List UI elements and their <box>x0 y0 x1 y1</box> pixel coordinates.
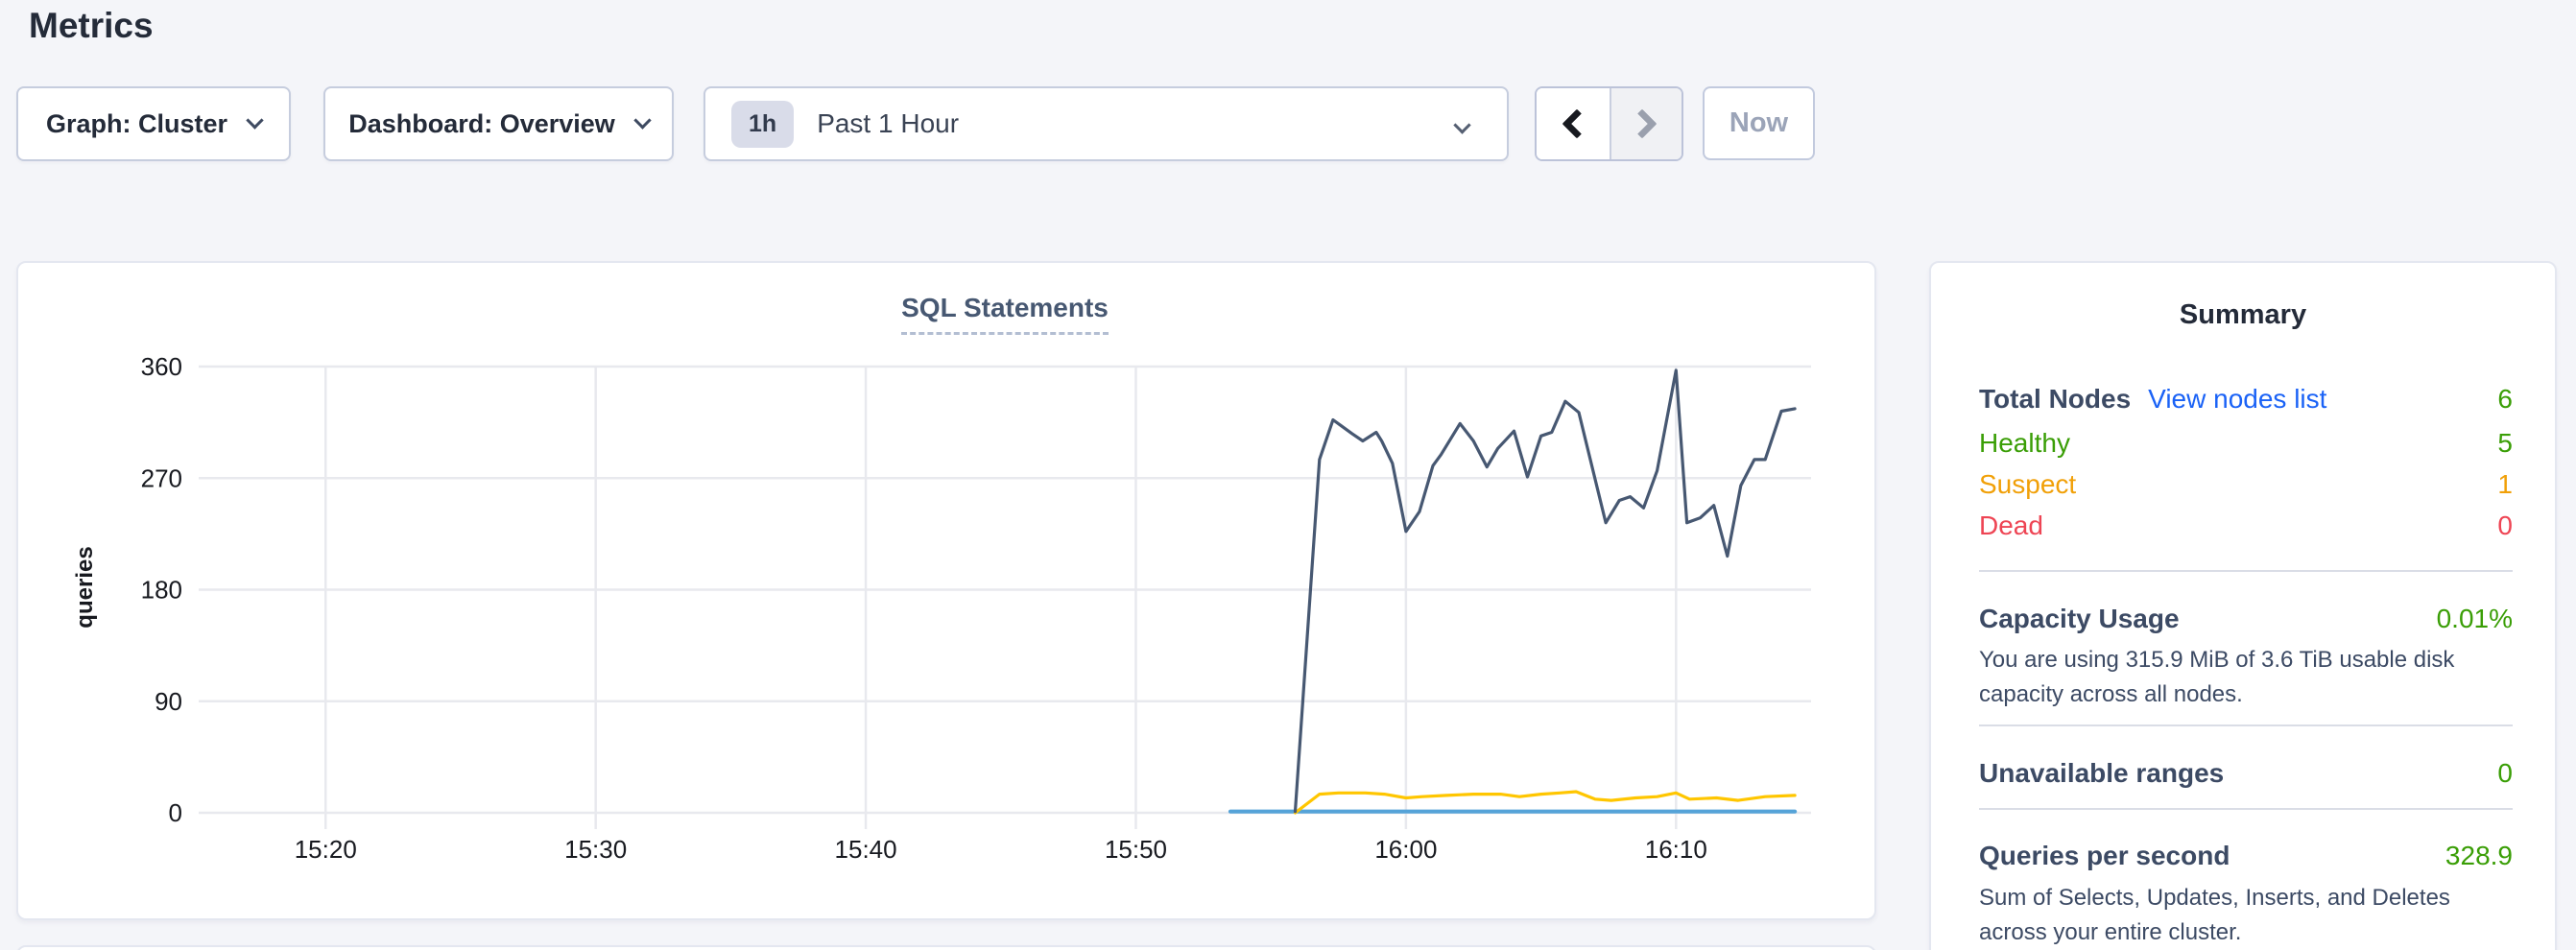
next-chart-card <box>16 945 1876 950</box>
chart-title[interactable]: SQL Statements <box>901 293 1109 335</box>
summary-row-unavailable-ranges: Unavailable ranges 0 <box>1979 758 2513 791</box>
chevron-down-icon <box>1453 116 1471 134</box>
chevron-down-icon <box>633 110 652 130</box>
time-range-label: Past 1 Hour <box>817 108 960 138</box>
healthy-value: 5 <box>2497 428 2513 458</box>
summary-panel: Summary Total Nodes View nodes list 6 He… <box>1929 261 2557 950</box>
dead-label: Dead <box>1979 511 2043 540</box>
divider <box>1979 570 2513 572</box>
next-timeframe-button[interactable] <box>1609 88 1682 159</box>
dashboard-dropdown-label: Dashboard: Overview <box>348 108 615 138</box>
summary-row-healthy: Healthy 5 <box>1979 428 2513 461</box>
queries-per-second-label: Queries per second <box>1979 841 2230 870</box>
summary-row-qps: Queries per second 328.9 <box>1979 841 2513 873</box>
dead-value: 0 <box>2497 511 2513 540</box>
summary-title: Summary <box>2179 299 2307 330</box>
total-nodes-value: 6 <box>2497 384 2513 414</box>
graph-scope-dropdown[interactable]: Graph: Cluster <box>16 86 291 161</box>
summary-row-capacity: Capacity Usage 0.01% <box>1979 604 2513 636</box>
svg-text:15:40: 15:40 <box>835 835 897 864</box>
qps-description: Sum of Selects, Updates, Inserts, and De… <box>1979 885 2450 945</box>
healthy-label: Healthy <box>1979 428 2070 458</box>
sql-statements-chart[interactable]: 0 90 180 270 360 15:20 15:30 15:40 15:50 16:00 16:… <box>98 357 1821 875</box>
svg-text:16:00: 16:00 <box>1374 835 1437 864</box>
total-nodes-label: Total Nodes <box>1979 384 2132 414</box>
queries-per-second-value: 328.9 <box>2445 841 2513 870</box>
capacity-usage-value: 0.01% <box>2436 604 2513 633</box>
time-range-badge: 1h <box>731 100 795 148</box>
chart-title-wrap: SQL Statements <box>199 293 1811 335</box>
now-button[interactable]: Now <box>1703 86 1815 160</box>
suspect-label: Suspect <box>1979 469 2077 499</box>
svg-text:16:10: 16:10 <box>1645 835 1707 864</box>
capacity-usage-label: Capacity Usage <box>1979 604 2180 633</box>
page-title: Metrics <box>29 6 154 45</box>
time-range-selector[interactable]: 1h Past 1 Hour <box>704 86 1509 161</box>
unavailable-ranges-value: 0 <box>2497 758 2513 788</box>
svg-text:180: 180 <box>141 576 182 605</box>
divider <box>1979 808 2513 810</box>
unavailable-ranges-label: Unavailable ranges <box>1979 758 2225 788</box>
svg-text:15:20: 15:20 <box>295 835 357 864</box>
previous-timeframe-button[interactable] <box>1537 88 1610 159</box>
summary-row-suspect: Suspect 1 <box>1979 469 2513 502</box>
suspect-value: 1 <box>2497 469 2513 499</box>
summary-row-dead: Dead 0 <box>1979 511 2513 543</box>
svg-text:90: 90 <box>155 687 182 716</box>
svg-text:15:30: 15:30 <box>564 835 627 864</box>
dashboard-dropdown[interactable]: Dashboard: Overview <box>323 86 674 161</box>
svg-text:15:50: 15:50 <box>1105 835 1167 864</box>
graph-scope-dropdown-label: Graph: Cluster <box>45 108 228 138</box>
y-axis-label: queries <box>72 546 98 629</box>
time-pager <box>1535 86 1683 161</box>
chevron-down-icon <box>246 110 264 130</box>
divider <box>1979 724 2513 726</box>
sql-statements-card: SQL Statements queries 0 90 180 270 360 15:20… <box>16 261 1876 920</box>
chevron-right-icon <box>1627 108 1658 139</box>
svg-text:270: 270 <box>141 463 182 492</box>
chevron-left-icon <box>1562 108 1592 139</box>
svg-text:360: 360 <box>141 357 182 381</box>
capacity-usage-description: You are using 315.9 MiB of 3.6 TiB usabl… <box>1979 647 2455 707</box>
svg-text:0: 0 <box>169 798 182 827</box>
summary-row-total-nodes: Total Nodes View nodes list 6 <box>1979 384 2513 416</box>
view-nodes-list-link[interactable]: View nodes list <box>2148 384 2327 414</box>
